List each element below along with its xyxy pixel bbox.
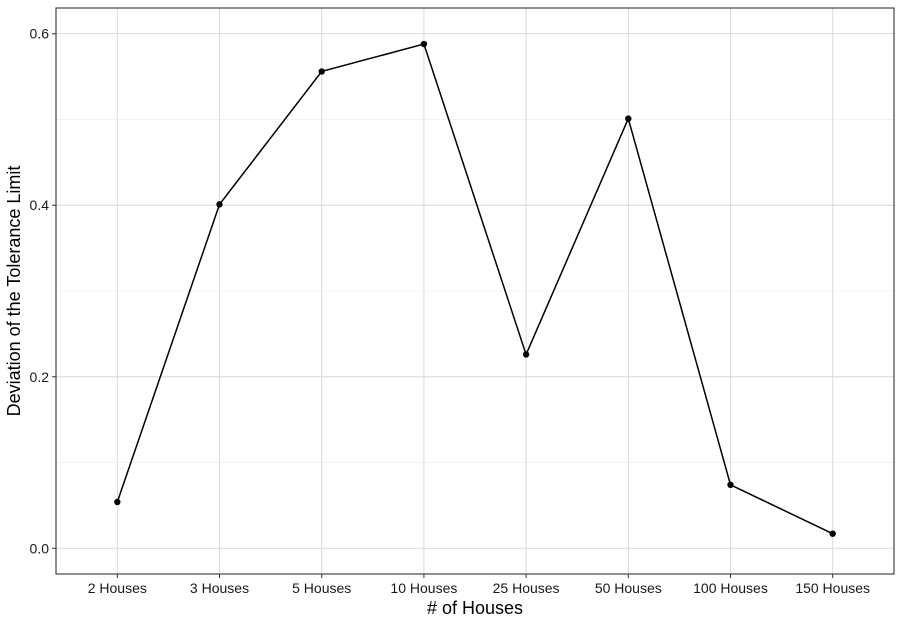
minor-gridlines xyxy=(56,119,894,463)
data-point xyxy=(216,201,223,208)
data-point xyxy=(114,498,121,506)
data-point xyxy=(318,68,325,75)
y-tick-label: 0.0 xyxy=(30,540,50,556)
y-axis-ticks: 0.0 0.2 0.4 0.6 xyxy=(30,26,56,556)
x-tick-label: 50 Houses xyxy=(595,580,662,596)
data-point xyxy=(727,481,734,489)
x-tick-label: 150 Houses xyxy=(795,580,870,596)
y-tick-label: 0.2 xyxy=(30,369,50,385)
x-axis-title: # of Houses xyxy=(427,598,523,618)
y-tick-label: 0.6 xyxy=(30,26,50,42)
x-tick-label: 2 Houses xyxy=(88,580,147,596)
x-tick-label: 25 Houses xyxy=(493,580,560,596)
y-axis-title: Deviation of the Tolerance Limit xyxy=(4,166,24,417)
y-tick-label: 0.4 xyxy=(30,197,50,213)
panel-border xyxy=(55,7,895,575)
major-gridlines xyxy=(56,8,894,574)
data-point xyxy=(522,351,530,358)
data-point xyxy=(829,530,836,537)
x-tick-label: 10 Houses xyxy=(390,580,457,596)
x-tick-label: 5 Houses xyxy=(292,580,351,596)
x-tick-label: 100 Houses xyxy=(693,580,768,596)
series-line xyxy=(116,43,834,535)
data-point xyxy=(625,115,632,122)
data-point xyxy=(420,40,428,48)
data-points xyxy=(114,40,836,537)
x-axis-ticks: 2 Houses 3 Houses 5 Houses 10 Houses 25 Hous… xyxy=(88,574,870,596)
x-tick-label: 3 Houses xyxy=(190,580,249,596)
